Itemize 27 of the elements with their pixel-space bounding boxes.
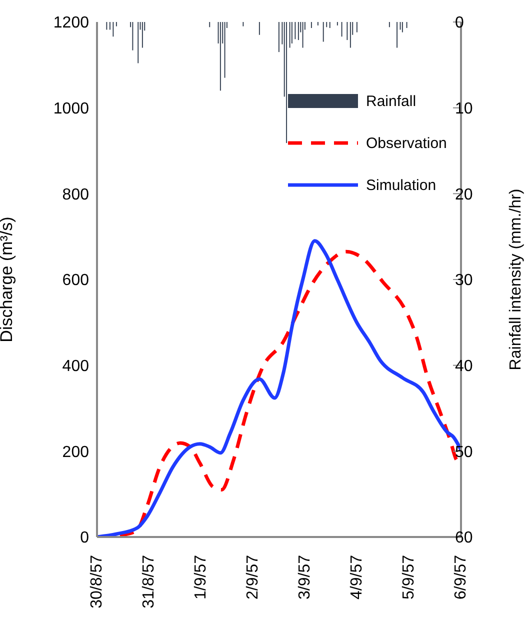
x-tick-label: 2/9/57 (244, 554, 262, 600)
y2-tick-label: 40 (455, 358, 473, 376)
x-tick-label: 30/8/57 (88, 554, 106, 608)
y-tick-label: 1200 (53, 14, 90, 32)
y2-tick-label: 30 (455, 272, 473, 290)
x-tick-label: 31/8/57 (140, 554, 158, 608)
y2-axis-title: Rainfall intensity (mm./hr) (508, 188, 525, 370)
legend-label: Rainfall (366, 92, 416, 110)
y2-tick-label: 60 (455, 530, 473, 547)
x-tick-label: 1/9/57 (192, 554, 210, 600)
y2-tick-label: 50 (455, 444, 473, 461)
y-tick-label: 400 (62, 358, 90, 376)
legend-label: Observation (366, 134, 447, 152)
x-tick-label: 6/9/57 (452, 554, 470, 600)
y2-tick-label: 10 (455, 100, 473, 118)
y-tick-label: 1000 (53, 100, 90, 118)
legend-label: Simulation (366, 176, 436, 194)
y-tick-label: 600 (62, 272, 90, 290)
y-axis-title: Discharge (m³/s) (0, 216, 16, 342)
y2-tick-label: 0 (455, 14, 464, 32)
x-tick-label: 4/9/57 (348, 554, 366, 600)
x-tick-label: 3/9/57 (296, 554, 314, 600)
y2-tick-label: 20 (455, 186, 473, 204)
x-tick-label: 5/9/57 (400, 554, 418, 600)
y-tick-label: 800 (62, 186, 90, 204)
y-tick-label: 0 (80, 530, 90, 547)
y-tick-label: 200 (62, 444, 90, 461)
